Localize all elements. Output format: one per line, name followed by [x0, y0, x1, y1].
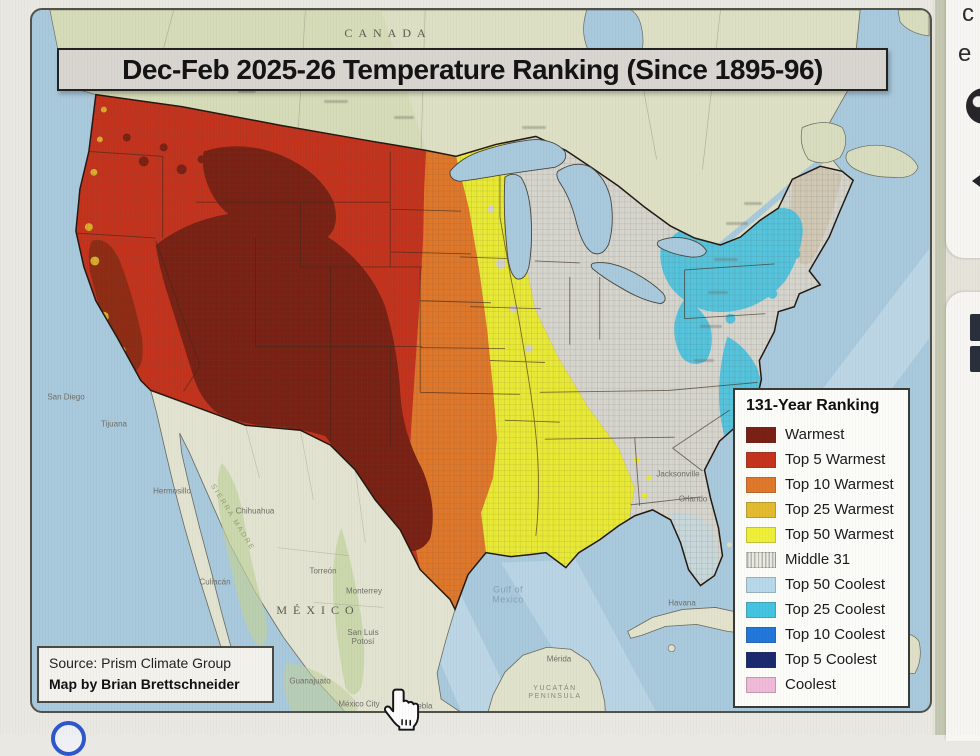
clipped-text: c: [962, 0, 974, 27]
legend-swatch: [746, 451, 776, 468]
scroll-gutter[interactable]: [935, 0, 946, 735]
source-box: Source: Prism Climate Group Map by Brian…: [37, 646, 274, 703]
legend-item-label: Top 10 Coolest: [785, 626, 886, 643]
source-line: Source: Prism Climate Group: [49, 655, 232, 671]
legend-title: 131-Year Ranking: [746, 397, 880, 414]
blurred-label: [708, 291, 728, 294]
clipped-dark-element: [970, 314, 980, 341]
clipped-chevron-icon[interactable]: [972, 170, 980, 192]
legend-item-label: Coolest: [785, 676, 836, 693]
blurred-label: [714, 258, 738, 261]
legend-item: Coolest: [746, 672, 900, 697]
clipped-avatar-icon[interactable]: [966, 88, 980, 124]
legend-item: Top 10 Coolest: [746, 622, 900, 647]
legend-item: Middle 31: [746, 547, 900, 572]
legend-swatch: [746, 551, 776, 568]
side-panel-bottom: [946, 292, 980, 741]
new-brunswick: [800, 122, 847, 164]
clipped-dark-element: [970, 346, 980, 372]
legend-item: Top 50 Warmest: [746, 522, 900, 547]
legend-item-label: Top 5 Coolest: [785, 651, 877, 668]
great-lakes: [449, 138, 707, 305]
legend-swatch: [746, 676, 776, 693]
blurred-label: [394, 116, 414, 119]
map-title: Dec-Feb 2025-26 Temperature Ranking (Sin…: [122, 53, 823, 85]
us-choropleth-map: [49, 10, 930, 711]
legend-item-label: Top 10 Warmest: [785, 476, 894, 493]
legend-item: Top 25 Coolest: [746, 597, 900, 622]
yucatan-peninsula: [487, 646, 606, 711]
legend-item-label: Top 25 Warmest: [785, 501, 894, 518]
side-panel-top: c e: [946, 0, 980, 258]
legend-swatch: [746, 476, 776, 493]
legend-item-label: Top 5 Warmest: [785, 451, 886, 468]
legend-item-label: Middle 31: [785, 551, 851, 568]
legend-item: Warmest: [746, 422, 900, 447]
legend-item: Top 10 Warmest: [746, 472, 900, 497]
legend-swatch: [746, 601, 776, 618]
nova-scotia: [845, 144, 919, 178]
blurred-label: [238, 90, 256, 93]
clipped-text: e: [958, 40, 972, 67]
blurred-label: [522, 126, 546, 129]
blurred-label: [694, 359, 714, 362]
temperature-ranking-map[interactable]: Dec-Feb 2025-26 Temperature Ranking (Sin…: [30, 8, 932, 713]
legend-item: Top 5 Coolest: [746, 647, 900, 672]
legend-item: Top 5 Warmest: [746, 447, 900, 472]
legend-item-label: Top 25 Coolest: [785, 601, 886, 618]
legend-swatch: [746, 576, 776, 593]
legend-swatch: [746, 501, 776, 518]
legend-item-label: Warmest: [785, 426, 845, 443]
legend-item-label: Top 50 Warmest: [785, 526, 894, 543]
pointer-hand-cursor: [383, 688, 420, 731]
blurred-label: [726, 222, 748, 225]
legend-item-label: Top 50 Coolest: [785, 576, 886, 593]
right-side-strip: c e: [932, 0, 980, 741]
legend-item: Top 25 Warmest: [746, 497, 900, 522]
legend-swatch: [746, 526, 776, 543]
us-border-outline: [75, 93, 855, 612]
blurred-label: [744, 202, 762, 205]
blurred-label: [700, 325, 722, 328]
blurred-label: [324, 100, 348, 103]
legend-item: Top 50 Coolest: [746, 572, 900, 597]
map-title-banner: Dec-Feb 2025-26 Temperature Ranking (Sin…: [57, 48, 888, 91]
legend-swatch: [746, 651, 776, 668]
clipped-blue-circle-icon[interactable]: [51, 721, 86, 756]
legend-items: Warmest Top 5 Warmest Top 10 Warmest Top 25…: [746, 422, 900, 697]
legend-box: 131-Year Ranking Warmest Top 5 Warmest Top…: [733, 388, 910, 708]
legend-swatch: [746, 426, 776, 443]
author-line: Map by Brian Brettschneider: [49, 676, 240, 692]
legend-swatch: [746, 626, 776, 643]
